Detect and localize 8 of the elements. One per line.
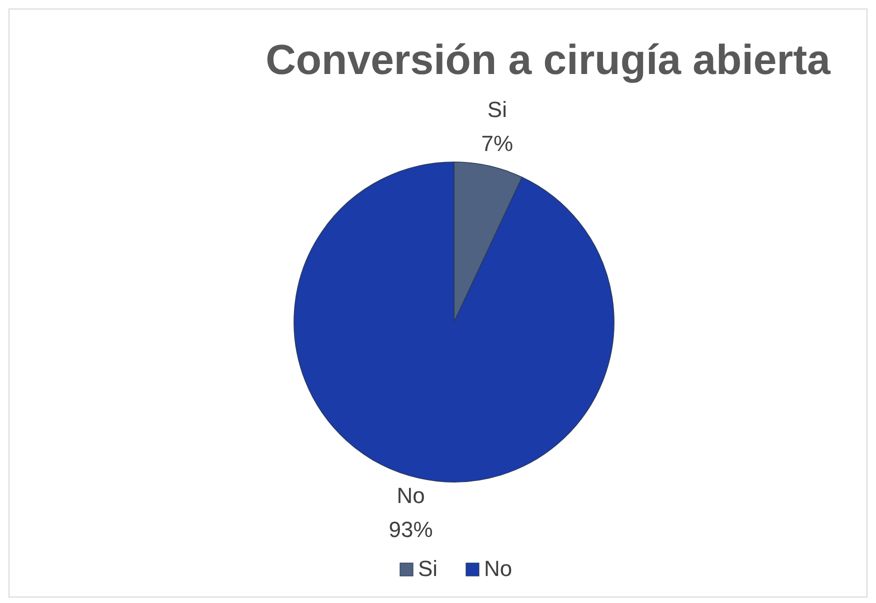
slice-label: Si [487, 96, 507, 122]
data-label: 7% [481, 130, 514, 156]
legend-label: No [484, 556, 512, 581]
pie-slice [294, 162, 614, 482]
chart-title: Conversión a cirugía abierta [266, 36, 832, 83]
slice-label: No [396, 483, 425, 508]
legend-label: Si [418, 556, 438, 581]
data-label: 93% [388, 517, 433, 542]
